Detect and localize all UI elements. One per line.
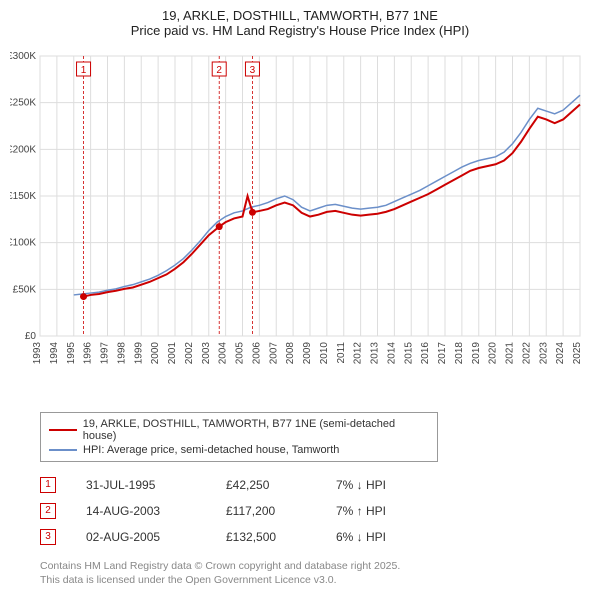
- svg-text:2018: 2018: [454, 342, 465, 365]
- chart-title: 19, ARKLE, DOSTHILL, TAMWORTH, B77 1NE P…: [10, 8, 590, 38]
- marker-diff: 7% ↑ HPI: [336, 504, 416, 518]
- svg-text:2004: 2004: [218, 342, 229, 365]
- svg-text:2020: 2020: [488, 342, 499, 365]
- credit-text: Contains HM Land Registry data © Crown c…: [40, 560, 590, 587]
- svg-text:2: 2: [216, 65, 222, 76]
- marker-price: £117,200: [226, 504, 306, 518]
- svg-text:1993: 1993: [32, 342, 43, 365]
- svg-text:£300K: £300K: [10, 51, 36, 62]
- svg-text:2013: 2013: [370, 342, 381, 365]
- legend-swatch: [49, 429, 77, 431]
- marker-date: 14-AUG-2003: [86, 504, 196, 518]
- svg-text:2009: 2009: [302, 342, 313, 365]
- credit-line1: Contains HM Land Registry data © Crown c…: [40, 560, 590, 574]
- title-subtitle: Price paid vs. HM Land Registry's House …: [10, 23, 590, 38]
- svg-text:1997: 1997: [100, 342, 111, 365]
- svg-text:£0: £0: [25, 331, 37, 342]
- svg-text:1994: 1994: [49, 342, 60, 365]
- marker-badge: 2: [40, 503, 56, 519]
- marker-date: 31-JUL-1995: [86, 478, 196, 492]
- credit-line2: This data is licensed under the Open Gov…: [40, 574, 590, 588]
- svg-text:2005: 2005: [235, 342, 246, 365]
- svg-text:2001: 2001: [167, 342, 178, 365]
- marker-table: 1 31-JUL-1995 £42,250 7% ↓ HPI 2 14-AUG-2003 £…: [40, 472, 590, 550]
- marker-price: £42,250: [226, 478, 306, 492]
- svg-text:2023: 2023: [538, 342, 549, 365]
- marker-row: 2 14-AUG-2003 £117,200 7% ↑ HPI: [40, 498, 590, 524]
- svg-text:1996: 1996: [83, 342, 94, 365]
- svg-text:2011: 2011: [336, 342, 347, 364]
- marker-row: 1 31-JUL-1995 £42,250 7% ↓ HPI: [40, 472, 590, 498]
- marker-diff: 7% ↓ HPI: [336, 478, 416, 492]
- marker-row: 3 02-AUG-2005 £132,500 6% ↓ HPI: [40, 524, 590, 550]
- svg-text:2010: 2010: [319, 342, 330, 365]
- svg-text:1: 1: [81, 65, 87, 76]
- svg-text:2025: 2025: [572, 342, 583, 365]
- svg-text:2003: 2003: [201, 342, 212, 365]
- svg-text:2015: 2015: [403, 342, 414, 365]
- marker-price: £132,500: [226, 530, 306, 544]
- marker-badge: 1: [40, 477, 56, 493]
- line-chart: £0 £50K £100K £150K £200K £250K £300K 1993 1994 1…: [10, 46, 590, 406]
- svg-text:2024: 2024: [555, 342, 566, 365]
- svg-text:2007: 2007: [268, 342, 279, 365]
- marker-diff: 6% ↓ HPI: [336, 530, 416, 544]
- legend-item: 19, ARKLE, DOSTHILL, TAMWORTH, B77 1NE (…: [49, 417, 429, 443]
- svg-text:2014: 2014: [386, 342, 397, 365]
- marker-date: 02-AUG-2005: [86, 530, 196, 544]
- svg-text:3: 3: [250, 65, 256, 76]
- svg-text:2019: 2019: [471, 342, 482, 365]
- svg-text:2017: 2017: [437, 342, 448, 365]
- page-root: 19, ARKLE, DOSTHILL, TAMWORTH, B77 1NE P…: [0, 0, 600, 595]
- legend-label: 19, ARKLE, DOSTHILL, TAMWORTH, B77 1NE (…: [83, 418, 429, 442]
- svg-text:1998: 1998: [116, 342, 127, 365]
- svg-text:2022: 2022: [521, 342, 532, 365]
- svg-text:2016: 2016: [420, 342, 431, 365]
- svg-text:£50K: £50K: [13, 284, 37, 295]
- svg-text:2002: 2002: [184, 342, 195, 365]
- legend-swatch: [49, 449, 77, 451]
- svg-text:£100K: £100K: [10, 238, 36, 249]
- svg-text:1999: 1999: [133, 342, 144, 365]
- title-address: 19, ARKLE, DOSTHILL, TAMWORTH, B77 1NE: [10, 8, 590, 23]
- svg-text:2006: 2006: [251, 342, 262, 365]
- chart-legend: 19, ARKLE, DOSTHILL, TAMWORTH, B77 1NE (…: [40, 412, 438, 462]
- legend-item: HPI: Average price, semi-detached house,…: [49, 443, 429, 457]
- chart-area: £0 £50K £100K £150K £200K £250K £300K 1993 1994 1…: [10, 46, 590, 406]
- svg-text:2012: 2012: [353, 342, 364, 365]
- svg-text:1995: 1995: [66, 342, 77, 365]
- svg-text:2000: 2000: [150, 342, 161, 365]
- svg-text:£150K: £150K: [10, 191, 36, 202]
- svg-text:£250K: £250K: [10, 98, 36, 109]
- marker-badge: 3: [40, 529, 56, 545]
- svg-text:2021: 2021: [505, 342, 516, 365]
- legend-label: HPI: Average price, semi-detached house,…: [83, 444, 339, 456]
- svg-text:£200K: £200K: [10, 144, 36, 155]
- svg-text:2008: 2008: [285, 342, 296, 365]
